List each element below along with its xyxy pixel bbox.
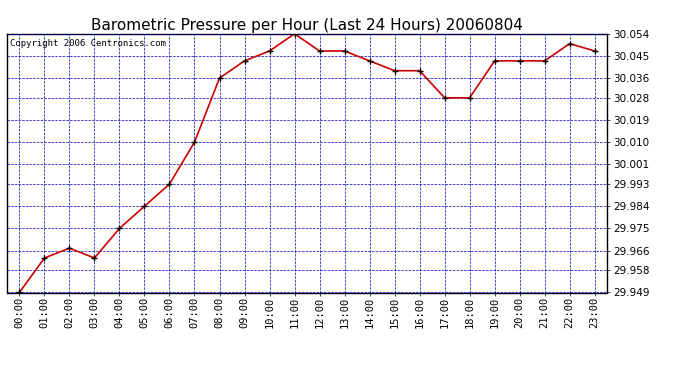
Text: Copyright 2006 Centronics.com: Copyright 2006 Centronics.com: [10, 39, 166, 48]
Title: Barometric Pressure per Hour (Last 24 Hours) 20060804: Barometric Pressure per Hour (Last 24 Ho…: [91, 18, 523, 33]
